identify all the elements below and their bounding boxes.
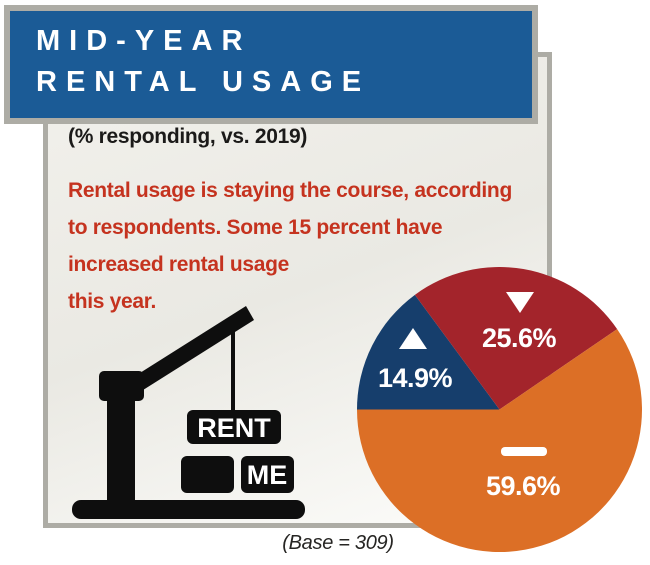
pie-chart: 14.9% 25.6% 59.6% — [357, 267, 642, 552]
summary-line: to respondents. Some 15 percent have — [68, 216, 443, 239]
summary-text: Rental usage is staying the course, acco… — [68, 172, 512, 320]
title-line-1: MID-YEAR — [36, 25, 252, 57]
pie-slice-label: 25.6% — [481, 323, 557, 353]
pie-slice-flat-dash — [357, 329, 642, 552]
summary-line: increased rental usage — [68, 253, 290, 276]
summary-line: this year. — [68, 290, 157, 313]
rent-sign — [187, 410, 281, 444]
crane-mast — [107, 393, 135, 509]
crane-rent-me-icon: RENT ME — [72, 306, 305, 519]
pie-chart-svg — [357, 267, 642, 552]
down-triangle-icon — [506, 292, 534, 313]
me-sign — [241, 456, 294, 493]
title-line-2: RENTAL USAGE — [36, 66, 371, 98]
title-banner: MID-YEAR RENTAL USAGE — [4, 5, 538, 124]
summary-line: Rental usage is staying the course, acco… — [68, 179, 512, 202]
rent-sign-label: RENT — [197, 413, 271, 443]
pie-slice-label: 59.6% — [485, 471, 561, 501]
pie-slice-up-triangle — [357, 294, 500, 410]
plain-block — [181, 456, 234, 493]
me-sign-label: ME — [247, 460, 288, 490]
base-note: (Base = 309) — [282, 532, 394, 554]
flat-dash-icon — [501, 447, 547, 456]
crane-cable — [231, 316, 235, 412]
pie-slice-down-triangle — [414, 267, 618, 410]
chart-subtitle: (% responding, vs. 2019) — [68, 125, 308, 148]
up-triangle-icon — [399, 328, 427, 349]
crane-base — [72, 500, 305, 519]
pie-slice-label: 14.9% — [377, 363, 453, 393]
